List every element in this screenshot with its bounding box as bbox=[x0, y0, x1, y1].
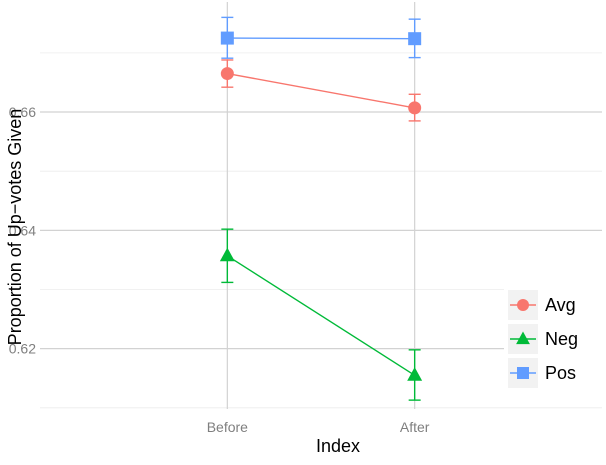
series-neg bbox=[219, 228, 423, 401]
tick-labels: 0.62 0.64 0.66 Before After bbox=[9, 104, 430, 435]
x-tick-label: Before bbox=[207, 419, 248, 435]
data-point bbox=[220, 31, 234, 45]
y-axis-title: Proportion of Up−votes Given bbox=[5, 109, 25, 346]
x-tick-label: After bbox=[400, 419, 430, 435]
legend-key-marker bbox=[517, 299, 529, 311]
series-line bbox=[226, 255, 416, 376]
series bbox=[219, 16, 423, 401]
legend-item-avg: Avg bbox=[508, 290, 576, 320]
series-avg bbox=[220, 59, 422, 122]
series-pos bbox=[220, 16, 422, 59]
legend-item-pos: Pos bbox=[508, 358, 576, 388]
series-line bbox=[227, 37, 415, 40]
legend-key-marker bbox=[517, 367, 529, 379]
data-point bbox=[220, 67, 234, 81]
series-line bbox=[227, 72, 415, 109]
data-point bbox=[408, 101, 422, 115]
legend: Avg Neg Pos bbox=[504, 283, 602, 395]
legend-label: Pos bbox=[545, 363, 576, 383]
legend-label: Neg bbox=[545, 329, 578, 349]
data-point bbox=[407, 367, 423, 381]
legend-item-neg: Neg bbox=[508, 324, 578, 354]
data-point bbox=[219, 247, 235, 262]
x-axis-title: Index bbox=[316, 436, 360, 456]
legend-key-marker bbox=[516, 331, 530, 345]
y-tick-label: 0.66 bbox=[9, 104, 36, 120]
data-point bbox=[408, 32, 422, 46]
legend-label: Avg bbox=[545, 295, 576, 315]
y-tick-label: 0.62 bbox=[9, 341, 36, 357]
y-tick-label: 0.64 bbox=[9, 222, 36, 238]
grid bbox=[40, 2, 602, 409]
